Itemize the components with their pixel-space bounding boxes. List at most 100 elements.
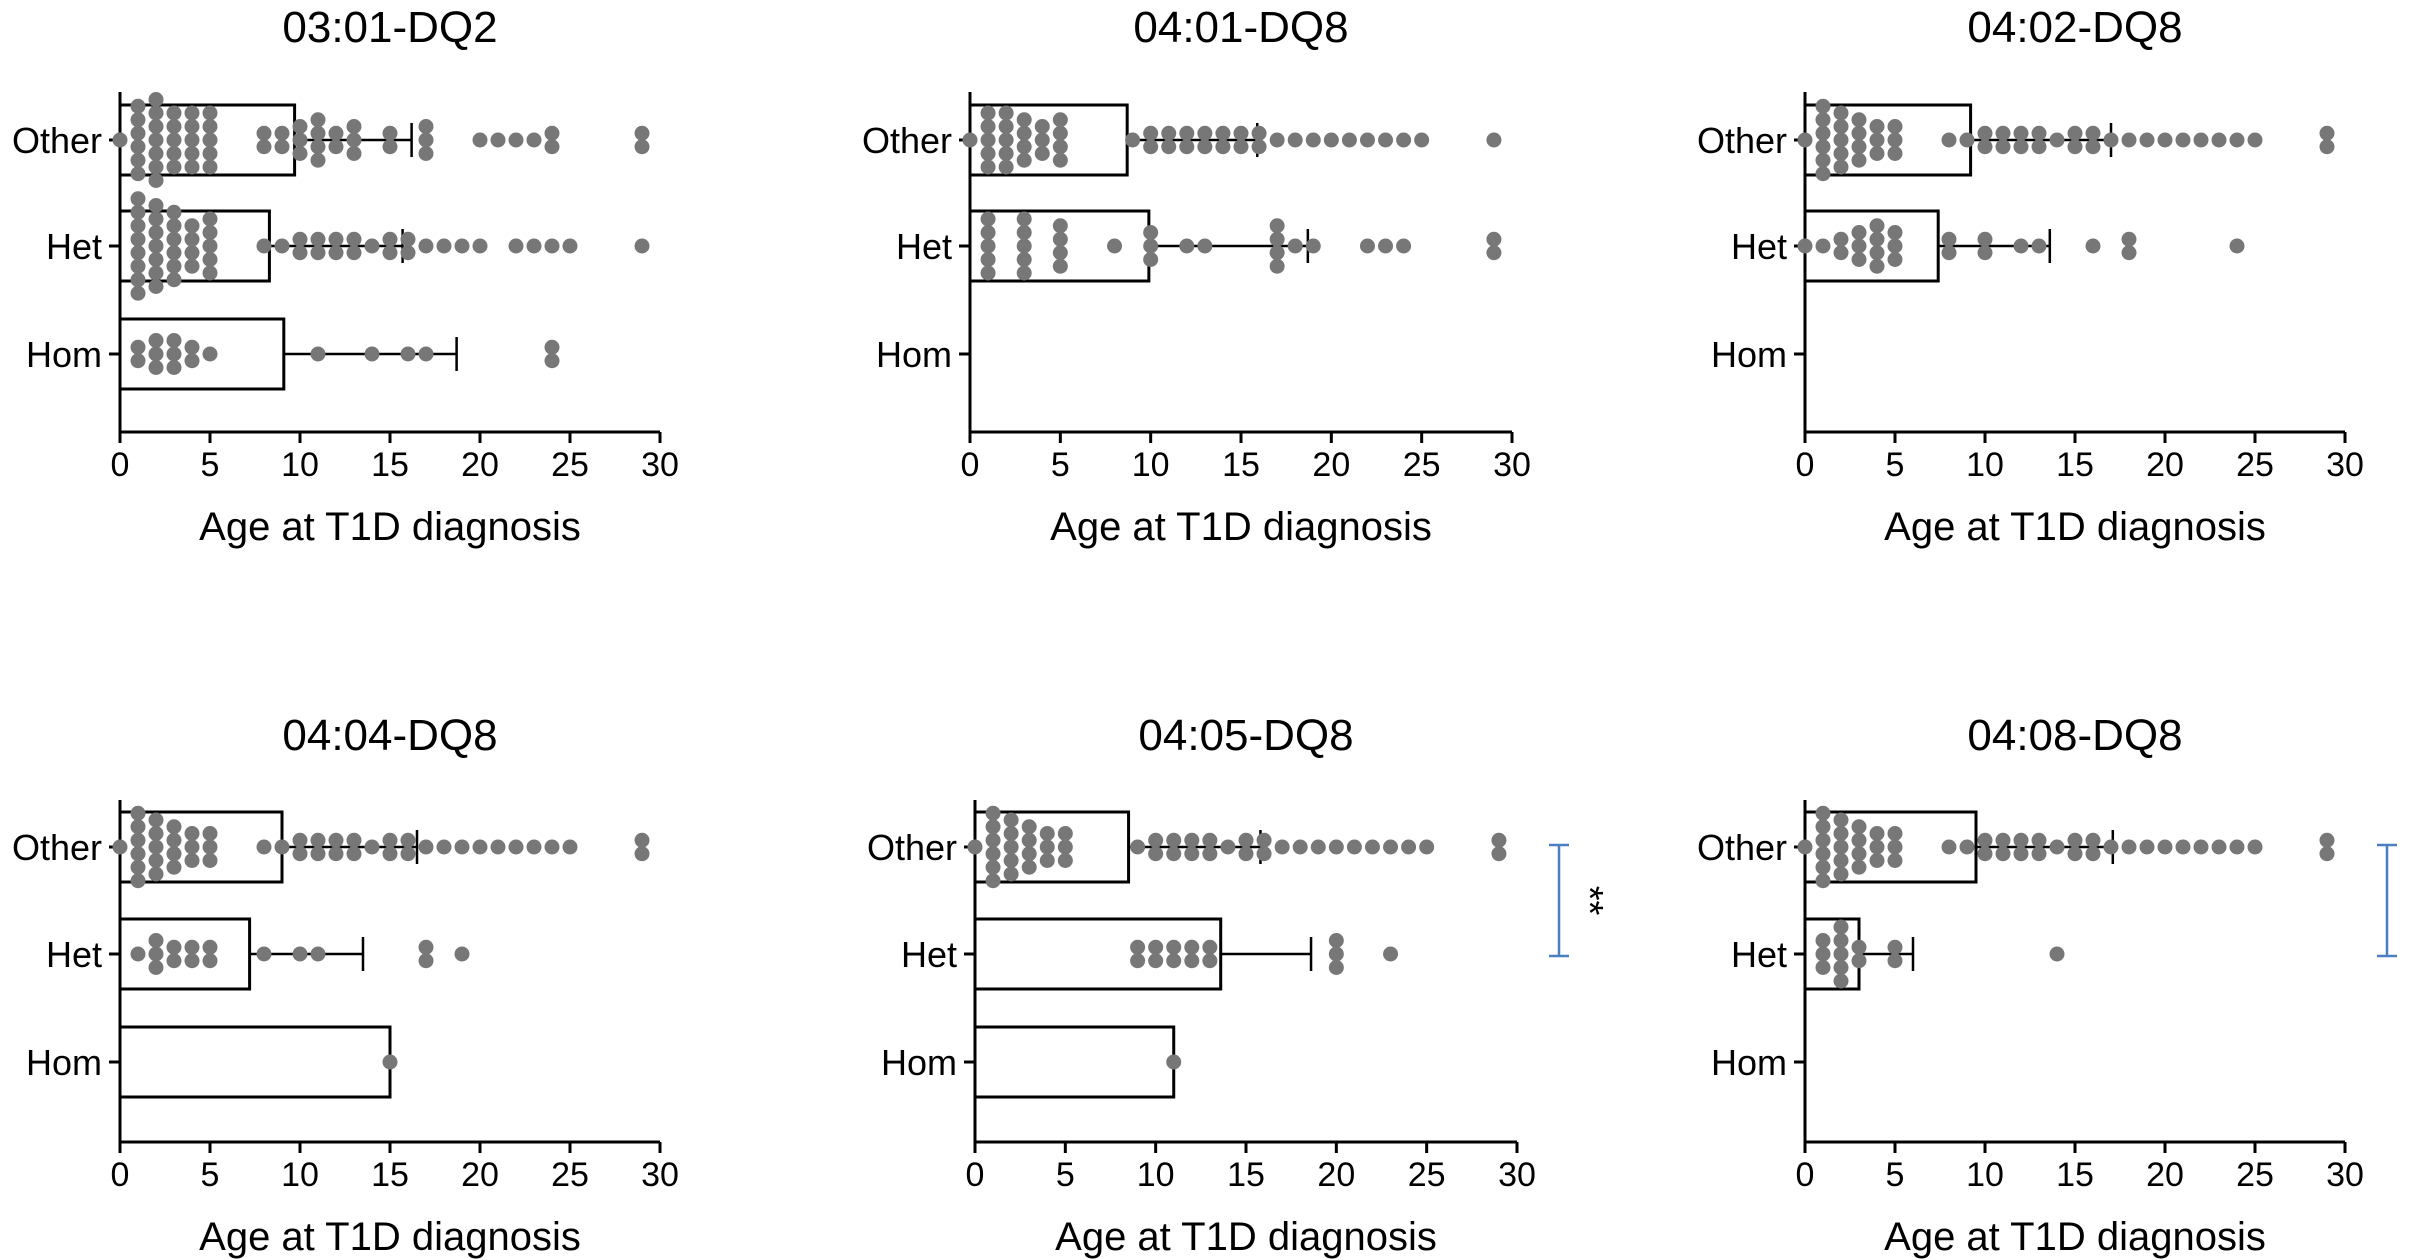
data-point xyxy=(1833,933,1849,948)
data-point xyxy=(1887,238,1903,254)
data-point xyxy=(292,132,308,148)
data-point xyxy=(184,146,200,161)
data-point xyxy=(292,146,308,161)
data-point xyxy=(1815,139,1831,155)
data-point xyxy=(1851,125,1867,141)
data-point xyxy=(2193,839,2209,855)
data-point xyxy=(980,211,996,227)
data-point xyxy=(1887,146,1903,161)
data-point xyxy=(1197,125,1213,141)
x-tick-label: 15 xyxy=(1227,1156,1265,1194)
data-point xyxy=(1383,946,1399,962)
x-axis-label: Age at T1D diagnosis xyxy=(1050,505,1432,549)
data-point xyxy=(1346,839,1362,855)
x-tick-label: 30 xyxy=(641,1156,679,1194)
data-point xyxy=(634,139,650,155)
data-point xyxy=(1815,946,1831,962)
data-point xyxy=(310,112,326,128)
data-point xyxy=(1148,953,1164,969)
data-point xyxy=(1166,832,1182,848)
x-tick-label: 10 xyxy=(1132,446,1170,484)
data-point xyxy=(1851,859,1867,875)
data-point xyxy=(418,839,434,855)
data-point xyxy=(1251,139,1267,155)
data-point xyxy=(184,853,200,868)
data-point xyxy=(2031,846,2047,862)
data-point xyxy=(634,846,650,862)
data-point xyxy=(1238,832,1254,848)
data-point xyxy=(184,939,200,955)
data-point xyxy=(1887,826,1903,841)
data-point xyxy=(130,353,146,369)
x-tick-label: 20 xyxy=(2146,446,2184,484)
data-point xyxy=(148,211,164,227)
data-point xyxy=(2031,125,2047,141)
data-point xyxy=(364,839,380,855)
data-point xyxy=(310,152,326,168)
data-point xyxy=(184,119,200,134)
data-point xyxy=(292,946,308,962)
x-tick-label: 20 xyxy=(461,446,499,484)
data-point xyxy=(1378,238,1394,254)
x-tick-label: 0 xyxy=(1796,446,1815,484)
data-point xyxy=(526,839,542,855)
bar xyxy=(118,810,284,884)
data-point xyxy=(2157,839,2173,855)
x-tick-label: 20 xyxy=(2146,1156,2184,1194)
chart-title: 04:01-DQ8 xyxy=(1133,3,1348,52)
data-point xyxy=(148,812,164,828)
data-point xyxy=(148,159,164,175)
data-point xyxy=(1202,832,1218,848)
data-point xyxy=(2175,132,2191,148)
data-point xyxy=(292,119,308,134)
data-point xyxy=(202,225,218,240)
data-point xyxy=(985,859,1001,875)
data-point xyxy=(1016,125,1032,141)
data-point xyxy=(544,238,560,254)
data-point xyxy=(130,98,146,114)
data-point xyxy=(508,238,524,254)
data-point xyxy=(1995,139,2011,155)
data-point xyxy=(2085,139,2101,155)
data-point xyxy=(292,832,308,848)
x-tick-label: 15 xyxy=(371,1156,409,1194)
x-axis-label: Age at T1D diagnosis xyxy=(1055,1215,1437,1259)
data-point xyxy=(1016,238,1032,254)
data-point xyxy=(1215,125,1231,141)
data-point xyxy=(980,119,996,134)
data-point xyxy=(1161,125,1177,141)
data-point xyxy=(1941,231,1957,247)
data-point xyxy=(1179,125,1195,141)
data-point xyxy=(1039,853,1055,868)
category-label: Hom xyxy=(1711,334,1787,375)
data-point xyxy=(1959,839,1975,855)
data-point xyxy=(130,272,146,288)
data-point xyxy=(1305,238,1321,254)
data-point xyxy=(1166,846,1182,862)
data-point xyxy=(1887,853,1903,868)
data-point xyxy=(148,346,164,362)
data-point xyxy=(148,826,164,841)
data-point xyxy=(1396,132,1412,148)
x-tick-label: 15 xyxy=(2056,446,2094,484)
data-point xyxy=(202,953,218,969)
x-tick-label: 0 xyxy=(111,446,130,484)
data-point xyxy=(1148,832,1164,848)
data-point xyxy=(967,839,983,855)
data-point xyxy=(2319,139,2335,155)
data-point xyxy=(1016,252,1032,267)
data-point xyxy=(1977,832,1993,848)
x-tick-label: 10 xyxy=(1966,446,2004,484)
data-point xyxy=(2049,946,2065,962)
data-point xyxy=(130,846,146,862)
data-point xyxy=(1184,832,1200,848)
category-label: Other xyxy=(1697,827,1787,868)
chart-title: 04:02-DQ8 xyxy=(1967,3,2182,52)
data-point xyxy=(1833,960,1849,975)
data-point xyxy=(980,265,996,281)
data-point xyxy=(980,132,996,148)
data-point xyxy=(2247,839,2263,855)
data-point xyxy=(148,279,164,294)
data-point xyxy=(634,238,650,254)
